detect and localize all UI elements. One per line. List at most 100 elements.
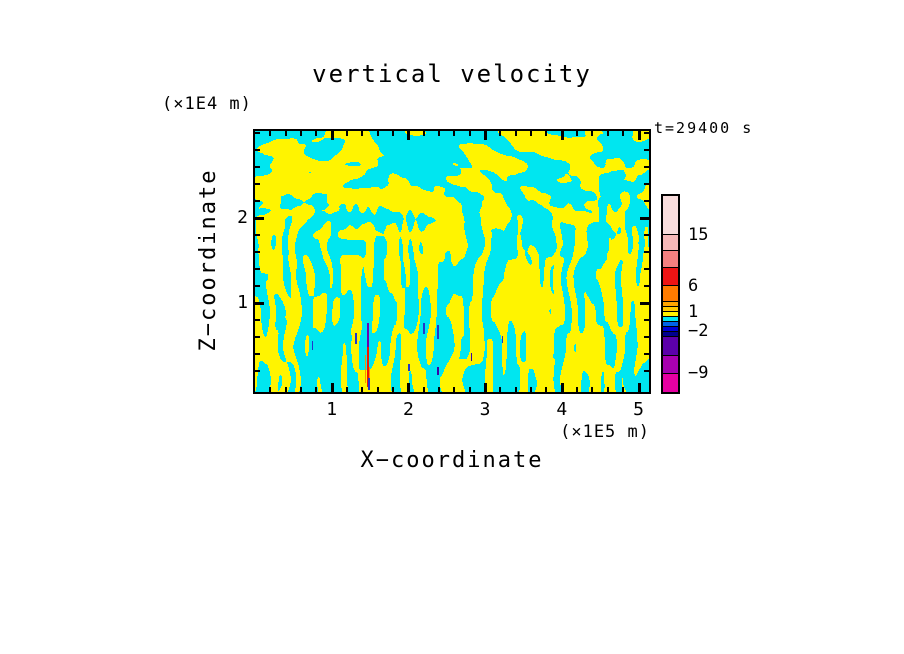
z-minor-tick (255, 183, 260, 185)
z-minor-tick (255, 251, 260, 253)
heatmap-field-canvas (255, 131, 649, 392)
z-minor-tick (644, 370, 649, 372)
x-minor-tick (453, 387, 455, 392)
colorbar-segment (663, 286, 678, 301)
x-minor-tick (423, 387, 425, 392)
x-minor-tick (269, 387, 271, 392)
z-minor-tick (644, 132, 649, 134)
x-minor-tick (377, 387, 379, 392)
colorbar-segment (663, 268, 678, 285)
x-major-tick (407, 131, 410, 140)
z-major-tick (255, 302, 264, 305)
z-minor-tick (255, 319, 260, 321)
z-minor-tick (644, 149, 649, 151)
x-major-tick (638, 131, 641, 140)
plot-title: vertical velocity (312, 60, 592, 88)
x-tick-label: 2 (402, 399, 414, 420)
x-minor-tick (346, 131, 348, 136)
colorbar-segment (663, 251, 678, 267)
x-minor-tick (622, 131, 624, 136)
x-major-tick (484, 383, 487, 392)
colorbar-segment (663, 312, 678, 316)
colorbar-tick-label: −2 (688, 321, 709, 341)
colorbar-tick-label: 15 (688, 225, 709, 245)
colorbar-tick-label: 1 (688, 302, 699, 322)
x-minor-tick (515, 131, 517, 136)
x-minor-tick (469, 387, 471, 392)
colorbar-segment (663, 302, 678, 306)
x-minor-tick (530, 387, 532, 392)
z-minor-tick (644, 166, 649, 168)
z-major-tick (640, 217, 649, 220)
x-minor-tick (499, 131, 501, 136)
x-minor-tick (591, 131, 593, 136)
x-minor-tick (545, 131, 547, 136)
x-major-tick (407, 383, 410, 392)
colorbar-segment (663, 317, 678, 321)
z-major-tick (255, 217, 264, 220)
x-minor-tick (285, 387, 287, 392)
x-tick-label: 1 (326, 399, 338, 420)
z-minor-tick (255, 268, 260, 270)
x-minor-tick (499, 387, 501, 392)
x-minor-tick (423, 131, 425, 136)
z-minor-tick (644, 200, 649, 202)
z-minor-tick (644, 319, 649, 321)
x-minor-tick (361, 131, 363, 136)
x-major-tick (638, 383, 641, 392)
x-minor-tick (315, 387, 317, 392)
colorbar-segment (663, 374, 678, 392)
colorbar-segment (663, 322, 678, 326)
colorbar-tick-label: −9 (688, 363, 709, 383)
x-minor-tick (300, 131, 302, 136)
x-minor-tick (530, 131, 532, 136)
x-minor-tick (361, 387, 363, 392)
z-minor-tick (644, 285, 649, 287)
z-tick-label: 2 (237, 207, 248, 228)
x-minor-tick (453, 131, 455, 136)
z-minor-tick (255, 285, 260, 287)
x-minor-tick (438, 131, 440, 136)
y-axis-unit-label: (×1E4 m) (162, 94, 252, 114)
heatmap-plot-area (253, 129, 651, 394)
x-major-tick (331, 383, 334, 392)
colorbar-segment (663, 235, 678, 250)
x-minor-tick (300, 387, 302, 392)
x-axis-unit-label: (×1E5 m) (560, 422, 650, 442)
x-tick-label: 4 (556, 399, 568, 420)
z-tick-label: 1 (237, 292, 248, 313)
colorbar-segment (663, 307, 678, 311)
x-minor-tick (622, 387, 624, 392)
timestamp-label: t=29400 s (654, 119, 754, 137)
colorbar-segment (663, 337, 678, 355)
x-minor-tick (346, 387, 348, 392)
x-tick-label: 3 (479, 399, 491, 420)
x-major-tick (561, 383, 564, 392)
z-axis-title: Z−coordinate (196, 168, 221, 352)
z-minor-tick (644, 353, 649, 355)
z-minor-tick (255, 166, 260, 168)
colorbar-segment (663, 356, 678, 373)
z-minor-tick (644, 268, 649, 270)
z-minor-tick (255, 353, 260, 355)
x-minor-tick (607, 131, 609, 136)
x-minor-tick (545, 387, 547, 392)
x-minor-tick (315, 131, 317, 136)
z-major-tick (640, 302, 649, 305)
colorbar-segment (663, 332, 678, 336)
colorbar-segment (663, 327, 678, 331)
z-minor-tick (255, 200, 260, 202)
z-minor-tick (255, 234, 260, 236)
x-major-tick (484, 131, 487, 140)
x-minor-tick (285, 131, 287, 136)
colorbar-segment (663, 196, 678, 234)
x-major-tick (561, 131, 564, 140)
x-minor-tick (607, 387, 609, 392)
x-tick-label: 5 (633, 399, 644, 420)
x-minor-tick (438, 387, 440, 392)
z-minor-tick (255, 132, 260, 134)
colorbar-tick-label: 6 (688, 276, 699, 296)
x-minor-tick (392, 387, 394, 392)
z-minor-tick (255, 336, 260, 338)
